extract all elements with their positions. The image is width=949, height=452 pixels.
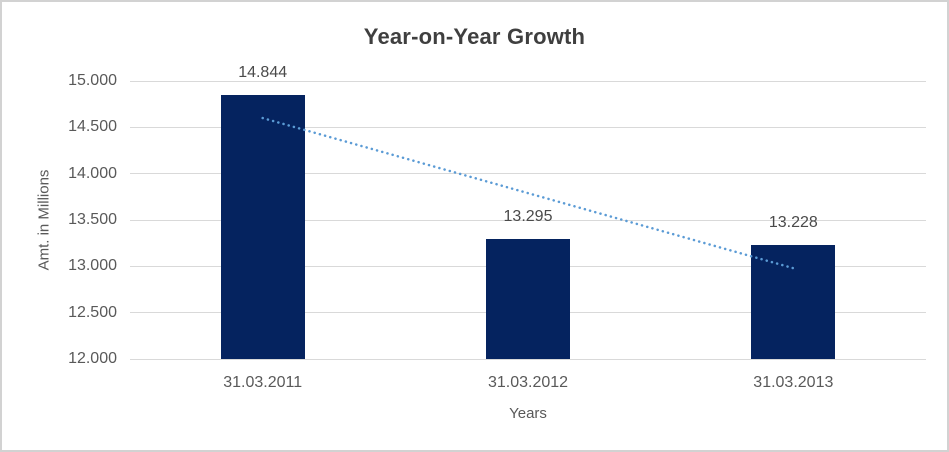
y-tick-label: 14.500 <box>68 118 117 136</box>
gridline <box>130 80 926 82</box>
y-tick-label: 13.500 <box>68 211 117 228</box>
gridline <box>130 358 926 360</box>
y-tick-label: 13.000 <box>68 257 117 275</box>
bar <box>486 238 570 359</box>
x-axis-title: Years <box>509 405 547 422</box>
bar-data-label: 13.228 <box>768 214 818 232</box>
y-tick-label: 12.000 <box>68 350 117 367</box>
bar-data-label: 13.295 <box>503 207 553 225</box>
y-tick-label: 14.000 <box>68 164 117 182</box>
x-tick-label: 31.03.2012 <box>487 374 569 391</box>
y-tick-label: 12.500 <box>68 303 117 321</box>
bar <box>751 245 836 359</box>
chart-title: Year-on-Year Growth <box>363 24 586 49</box>
x-tick-label: 31.03.2013 <box>753 374 834 391</box>
x-tick-label: 31.03.2011 <box>223 374 303 391</box>
bar-data-label: 14.844 <box>238 64 288 82</box>
bar <box>220 95 305 359</box>
y-tick-label: 15.000 <box>68 72 117 89</box>
